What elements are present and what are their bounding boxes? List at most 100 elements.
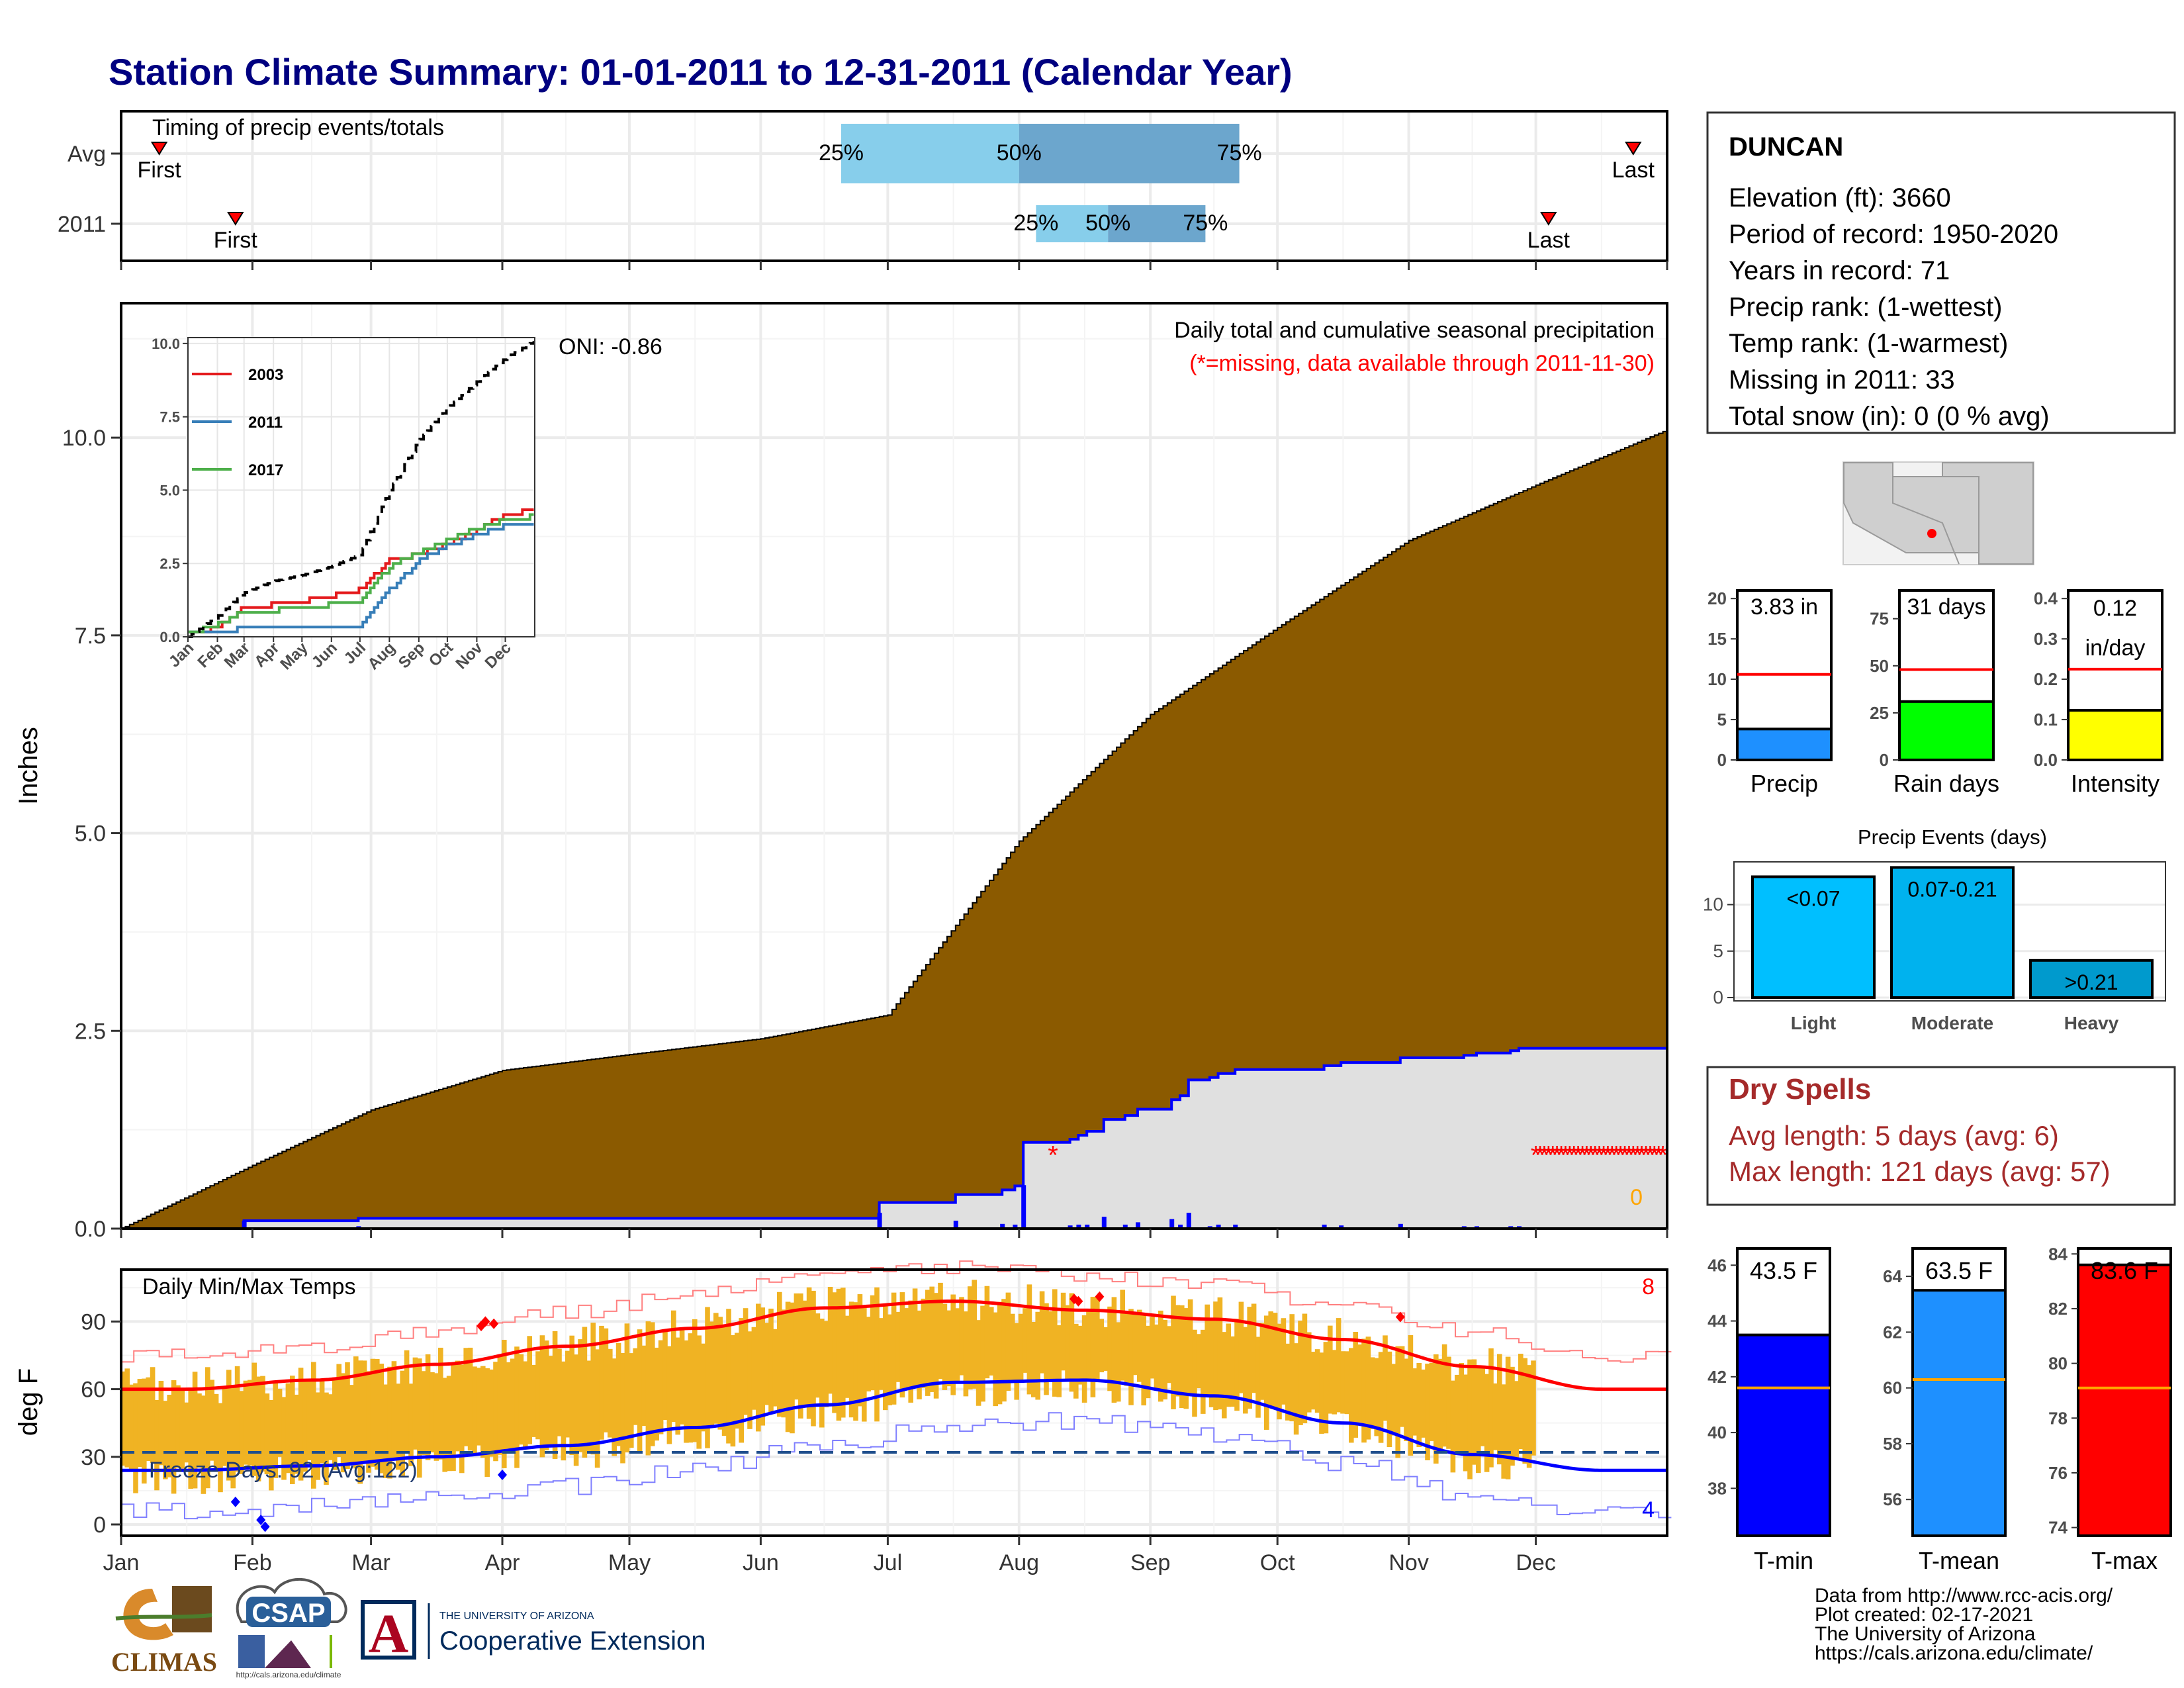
temp-range-bar [1111, 1297, 1117, 1403]
dry-spells-title: Dry Spells [1729, 1073, 1871, 1105]
timing-bar-year-q1 [1036, 205, 1109, 242]
daily-precip-bar [1013, 1225, 1018, 1229]
missing-mark: * [1552, 1141, 1563, 1170]
timing-avg-last-label: Last [1612, 158, 1655, 183]
missing-mark: * [1547, 1141, 1558, 1170]
temp-range-bar [158, 1380, 164, 1466]
temp-range-bar [717, 1317, 723, 1430]
temp-range-bar [688, 1333, 694, 1443]
temp-range-bar [594, 1349, 600, 1468]
temp-ytick-label: 0 [93, 1513, 106, 1538]
timing-year-first-marker [227, 212, 244, 226]
temp-range-bar [561, 1361, 567, 1461]
temp-range-bar [353, 1356, 359, 1469]
temp-range-bar [1196, 1334, 1202, 1389]
temp-range-bar [234, 1366, 240, 1472]
temp-range-bar [1056, 1325, 1062, 1397]
temp-range-bar [1336, 1318, 1342, 1413]
missing-mark: * [1586, 1141, 1596, 1170]
temp-range-bar [590, 1323, 596, 1455]
footer-line: https://cals.arizona.edu/climate/ [1815, 1642, 2093, 1664]
temp-range-bar [328, 1394, 334, 1460]
temp-summary-value-label: 83.6 F [2091, 1257, 2158, 1284]
temp-range-bar [1526, 1365, 1532, 1468]
events-bar-moderate [1890, 866, 2015, 1000]
dry-spells-avg: Avg length: 5 days (avg: 6) [1729, 1120, 2059, 1151]
temp-range-bar [281, 1397, 287, 1480]
temp-range-bar [218, 1403, 223, 1493]
temp-range-bar [870, 1295, 876, 1391]
temp-range-bar [705, 1307, 710, 1448]
temp-range-bar [950, 1294, 956, 1395]
temp-range-bar [1095, 1297, 1100, 1383]
temp-range-bar [1238, 1301, 1244, 1393]
temp-range-bar [1065, 1305, 1070, 1381]
temp-range-bar [836, 1288, 842, 1421]
temp-range-bar [1522, 1358, 1527, 1464]
temp-range-bar [302, 1381, 308, 1472]
timing-year-last-label: Last [1527, 228, 1570, 253]
temp-range-bar [1107, 1306, 1113, 1391]
temp-range-bar [1251, 1303, 1257, 1393]
temp-range-bar [1145, 1325, 1151, 1399]
temp-range-bar [709, 1321, 715, 1427]
missing-mark: * [1624, 1141, 1635, 1170]
station-info-line: Years in record: 71 [1729, 256, 1950, 285]
mini-bar-ytick-label: 25 [1870, 703, 1889, 723]
events-bar-light [1751, 875, 1876, 999]
temp-range-bar [476, 1368, 482, 1446]
temp-range-bar [1298, 1321, 1303, 1425]
temp-range-bar [1328, 1325, 1333, 1414]
temp-range-bar [781, 1309, 786, 1418]
daily-precip-bar [1101, 1217, 1107, 1229]
temp-range-bar [848, 1301, 854, 1418]
temp-range-bar [463, 1348, 469, 1446]
missing-mark: * [1615, 1141, 1626, 1170]
temp-range-bar [959, 1297, 964, 1376]
ua-logo-line2: Cooperative Extension [439, 1626, 705, 1656]
daily-precip-bar [1186, 1213, 1191, 1229]
temp-range-bar [823, 1321, 829, 1407]
missing-mark: * [1565, 1141, 1575, 1170]
month-xtick-label: Jun [743, 1550, 779, 1575]
inset-ytick-label: 7.5 [159, 409, 180, 426]
temp-range-bar [1187, 1299, 1193, 1393]
temp-summary-category-label: T-mean [1919, 1547, 1999, 1574]
temp-range-bar [1264, 1315, 1269, 1430]
temp-range-bar [777, 1291, 782, 1417]
temp-range-bar [1505, 1356, 1511, 1479]
temp-range-bar [968, 1286, 973, 1389]
timing-row-label-2011: 2011 [58, 212, 106, 237]
temp-range-bar [1319, 1352, 1324, 1434]
daily-precip-bar [1169, 1219, 1175, 1229]
mini-bar-ytick-label: 0 [1880, 750, 1889, 770]
temp-range-bar [1124, 1312, 1130, 1386]
temp-ytick-label: 60 [81, 1378, 106, 1403]
temp-range-bar [294, 1394, 299, 1474]
temp-summary-ytick-label: 46 [1707, 1255, 1727, 1275]
missing-mark: * [1048, 1141, 1058, 1170]
temp-range-bar [1073, 1323, 1079, 1399]
temp-range-bar [438, 1347, 443, 1460]
temp-range-bar [260, 1376, 265, 1472]
temp-range-bar [446, 1376, 452, 1472]
temp-range-bar [819, 1319, 825, 1428]
timing-avg-p75: 75% [1217, 140, 1262, 165]
temp-range-bar [1399, 1346, 1405, 1427]
month-xtick-label: Jan [103, 1550, 140, 1575]
temp-range-bar [552, 1331, 558, 1459]
temp-range-bar [1099, 1319, 1104, 1373]
footer-credits: Data from http://www.rcc-acis.org/Plot c… [1815, 1585, 2113, 1664]
daily-precip-bar [1000, 1223, 1005, 1229]
temp-range-bar [171, 1380, 177, 1494]
temp-range-bar [662, 1329, 668, 1420]
mini-bar-ytick-label: 10 [1707, 669, 1727, 689]
normal-max-line [121, 1299, 1667, 1391]
missing-mark: * [1535, 1141, 1545, 1170]
temp-range-bar [1192, 1329, 1197, 1417]
station-location-dot [1927, 529, 1936, 538]
events-category-label: Heavy [2064, 1013, 2119, 1033]
timing-year-last-marker [1540, 212, 1557, 226]
temp-range-bar [1510, 1366, 1515, 1466]
